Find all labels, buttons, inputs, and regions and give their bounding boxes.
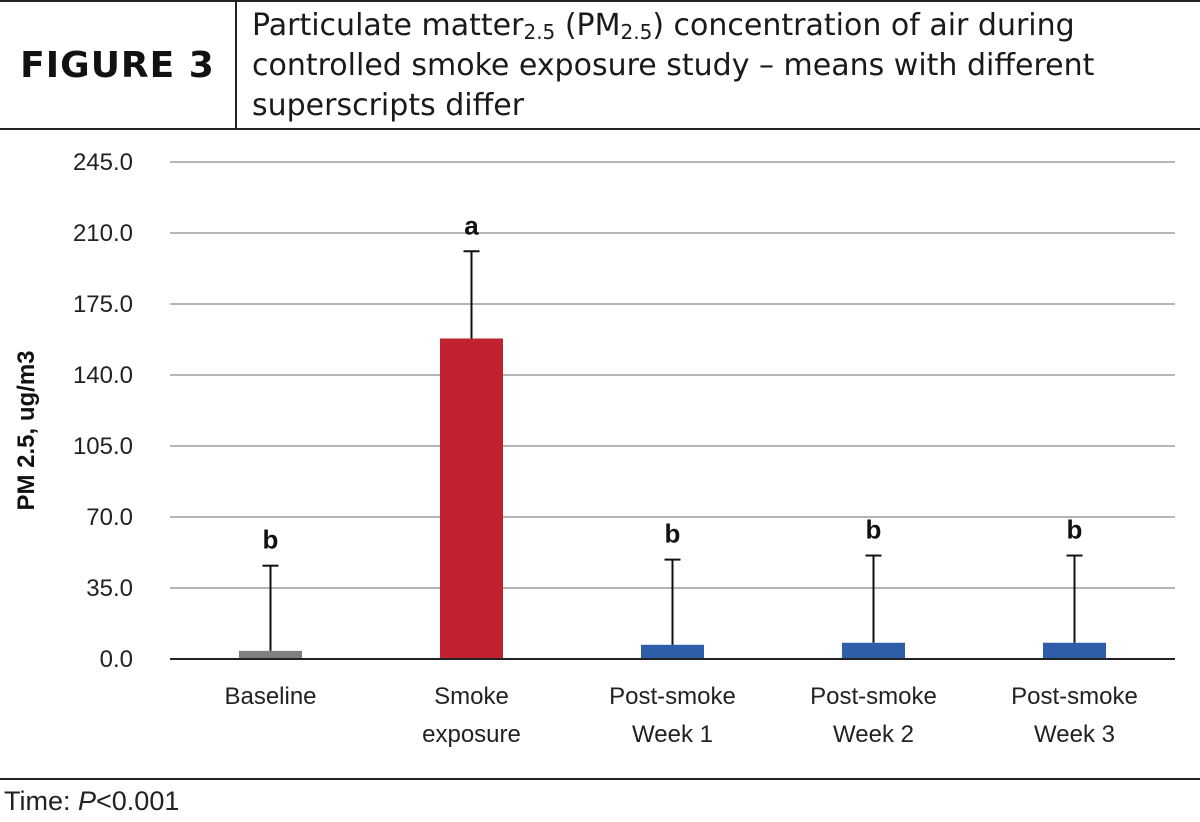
header-bottom-rule (0, 128, 1200, 130)
category-label: Post-smoke (609, 683, 736, 710)
category-label: Week 2 (833, 721, 914, 748)
bar (842, 642, 905, 659)
title-subscript-1: 2.5 (523, 20, 556, 44)
y-tick-label: 105.0 (73, 433, 133, 460)
significance-label: b (263, 525, 279, 555)
category-label: Week 1 (632, 721, 713, 748)
title-subscript-2: 2.5 (620, 20, 653, 44)
y-tick-label: 35.0 (86, 575, 133, 602)
category-label: Week 3 (1034, 721, 1115, 748)
category-label: Baseline (224, 683, 316, 710)
y-axis-title: PM 2.5, ug/m3 (13, 350, 40, 510)
significance-label: b (1067, 515, 1083, 545)
significance-label: a (464, 210, 479, 240)
bar (239, 650, 302, 659)
figure-header: FIGURE 3 Particulate matter2.5 (PM2.5) c… (0, 0, 1200, 130)
footer-stat: P (78, 786, 97, 816)
footer-note: Time: P<0.001 (4, 786, 179, 817)
header-divider (235, 2, 237, 128)
title-part-2: (PM (555, 8, 621, 43)
category-label: Smoke (434, 683, 509, 710)
title-part-3: ) concentration of air during controlled… (252, 8, 1095, 123)
error-bars (262, 250, 1083, 651)
y-tick-label: 140.0 (73, 362, 133, 389)
bar (641, 644, 704, 659)
y-tick-label: 175.0 (73, 291, 133, 318)
y-tick-label: 210.0 (73, 220, 133, 247)
category-label: Post-smoke (810, 683, 937, 710)
bars (239, 338, 1106, 659)
y-tick-label: 70.0 (86, 504, 133, 531)
figure-title: Particulate matter2.5 (PM2.5) concentrat… (252, 6, 1192, 126)
y-tick-label: 0.0 (100, 646, 133, 673)
bar (440, 338, 503, 659)
title-part-1: Particulate matter (252, 8, 524, 43)
figure-label: FIGURE 3 (20, 44, 215, 86)
footer-suffix: <0.001 (96, 786, 180, 816)
significance-label: b (866, 515, 882, 545)
significance-label: b (665, 519, 681, 549)
category-label: exposure (422, 721, 521, 748)
bar (1043, 642, 1106, 659)
footer-rule (0, 778, 1200, 780)
footer-prefix: Time: (4, 786, 78, 816)
category-label: Post-smoke (1011, 683, 1138, 710)
y-tick-label: 245.0 (73, 149, 133, 176)
category-labels: Baseline Smoke exposure Post-smoke Week 1 Pos… (224, 683, 1137, 748)
header-top-rule (0, 0, 1200, 2)
significance-labels: b a b b b (263, 210, 1083, 554)
y-tick-labels: 0.0 35.0 70.0 105.0 140.0 175.0 210.0 245.0 (73, 149, 133, 673)
